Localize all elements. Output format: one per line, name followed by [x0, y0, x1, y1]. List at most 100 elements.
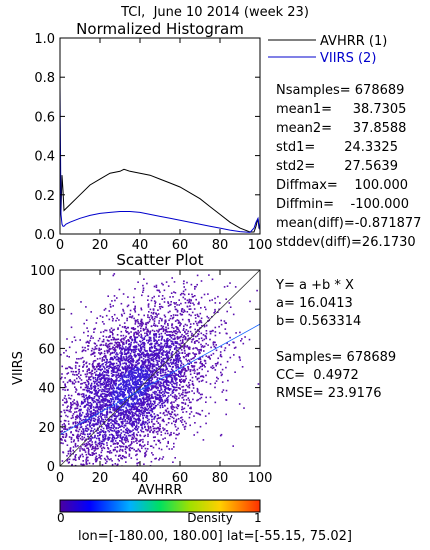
scatter-point — [152, 427, 155, 430]
scatter-point — [93, 395, 96, 398]
scatter-point — [107, 336, 110, 338]
scatter-point — [91, 363, 94, 366]
scatter-point — [123, 443, 125, 445]
scatter-point — [187, 397, 190, 399]
scatter-point — [110, 358, 112, 360]
scatter-point — [119, 383, 122, 386]
scatter-point — [97, 407, 100, 409]
scatter-point — [233, 354, 235, 356]
scatter-point — [202, 346, 205, 348]
scatter-point — [78, 456, 80, 459]
scatter-point — [166, 357, 169, 359]
scatter-point — [186, 299, 189, 302]
scatter-point — [144, 434, 147, 437]
scatter-point — [66, 401, 68, 403]
scatter-point — [95, 394, 97, 397]
scatter-point — [173, 397, 176, 399]
scatter-point — [90, 414, 92, 416]
scatter-point — [66, 373, 68, 375]
scatter-point — [136, 422, 138, 424]
scatter-point — [91, 412, 93, 415]
scatter-point — [166, 381, 168, 383]
scatter-point — [92, 406, 95, 408]
scatter-point — [157, 414, 159, 417]
scatter-point — [159, 385, 162, 388]
scatter-xtick-label: 40 — [132, 471, 149, 486]
scatter-point — [69, 379, 71, 381]
scatter-point — [151, 452, 153, 454]
scatter-point — [194, 361, 196, 364]
scatter-point — [160, 339, 163, 341]
scatter-point — [86, 410, 89, 413]
scatter-xtick-label: 20 — [92, 471, 109, 486]
scatter-point — [157, 422, 160, 424]
scatter-point — [201, 393, 203, 396]
scatter-point — [101, 340, 104, 343]
scatter-point — [189, 305, 191, 307]
scatter-point — [150, 460, 153, 463]
scatter-point — [149, 414, 152, 417]
scatter-point — [177, 353, 180, 355]
scatter-point — [129, 379, 132, 381]
scatter-point — [151, 359, 153, 362]
scatter-point — [86, 430, 88, 432]
scatter-point — [143, 343, 145, 346]
scatter-point — [134, 319, 137, 322]
scatter-point — [180, 381, 182, 383]
scatter-point — [179, 336, 181, 338]
scatter-point — [68, 410, 71, 413]
scatter-point — [82, 443, 84, 446]
scatter-point — [118, 388, 121, 391]
scatter-point — [168, 319, 170, 322]
scatter-point — [61, 373, 63, 375]
scatter-point — [220, 371, 222, 374]
scatter-point — [125, 353, 127, 355]
scatter-point — [80, 408, 82, 411]
scatter-point — [102, 363, 104, 365]
scatter-point — [149, 343, 151, 346]
scatter-point — [102, 431, 105, 433]
scatter-point — [136, 331, 138, 334]
scatter-point — [146, 328, 149, 331]
scatter-point — [177, 361, 180, 364]
scatter-point — [188, 293, 190, 295]
scatter-point — [78, 408, 81, 411]
scatter-point — [88, 371, 91, 374]
scatter-point — [154, 343, 157, 345]
scatter-point — [170, 352, 173, 355]
scatter-point — [121, 378, 123, 380]
scatter-point — [132, 387, 135, 390]
scatter-point — [156, 397, 158, 399]
scatter-point — [119, 372, 122, 375]
scatter-point — [177, 367, 180, 369]
scatter-point — [137, 348, 140, 350]
scatter-point — [99, 366, 101, 369]
scatter-point — [109, 363, 111, 365]
scatter-point — [91, 387, 93, 389]
scatter-point — [89, 422, 91, 424]
scatter-point — [61, 424, 64, 426]
scatter-point — [218, 325, 220, 328]
scatter-point — [129, 404, 131, 406]
scatter-point — [69, 447, 72, 449]
scatter-point — [100, 384, 102, 386]
scatter-point — [185, 333, 187, 335]
scatter-point — [139, 391, 141, 393]
scatter-point — [167, 351, 170, 354]
scatter-point — [195, 361, 198, 364]
scatter-point — [113, 295, 116, 297]
scatter-point — [106, 451, 109, 453]
scatter-point — [188, 319, 190, 321]
scatter-point — [176, 341, 178, 343]
scatter-point — [207, 317, 210, 319]
scatter-point — [137, 343, 140, 346]
scatter-point — [157, 403, 159, 406]
scatter-point — [91, 347, 94, 350]
scatter-point — [153, 429, 156, 432]
scatter-point — [152, 359, 154, 361]
scatter-point — [165, 387, 168, 390]
scatter-point — [194, 355, 196, 358]
scatter-point — [187, 338, 190, 340]
scatter-point — [124, 424, 126, 427]
scatter-point — [178, 387, 181, 389]
